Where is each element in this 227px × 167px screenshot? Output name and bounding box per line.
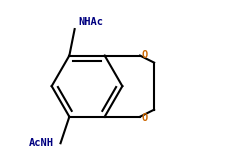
Text: O: O bbox=[142, 50, 148, 60]
Text: NHAc: NHAc bbox=[78, 17, 103, 27]
Text: AcNH: AcNH bbox=[29, 138, 54, 148]
Text: O: O bbox=[142, 113, 148, 123]
